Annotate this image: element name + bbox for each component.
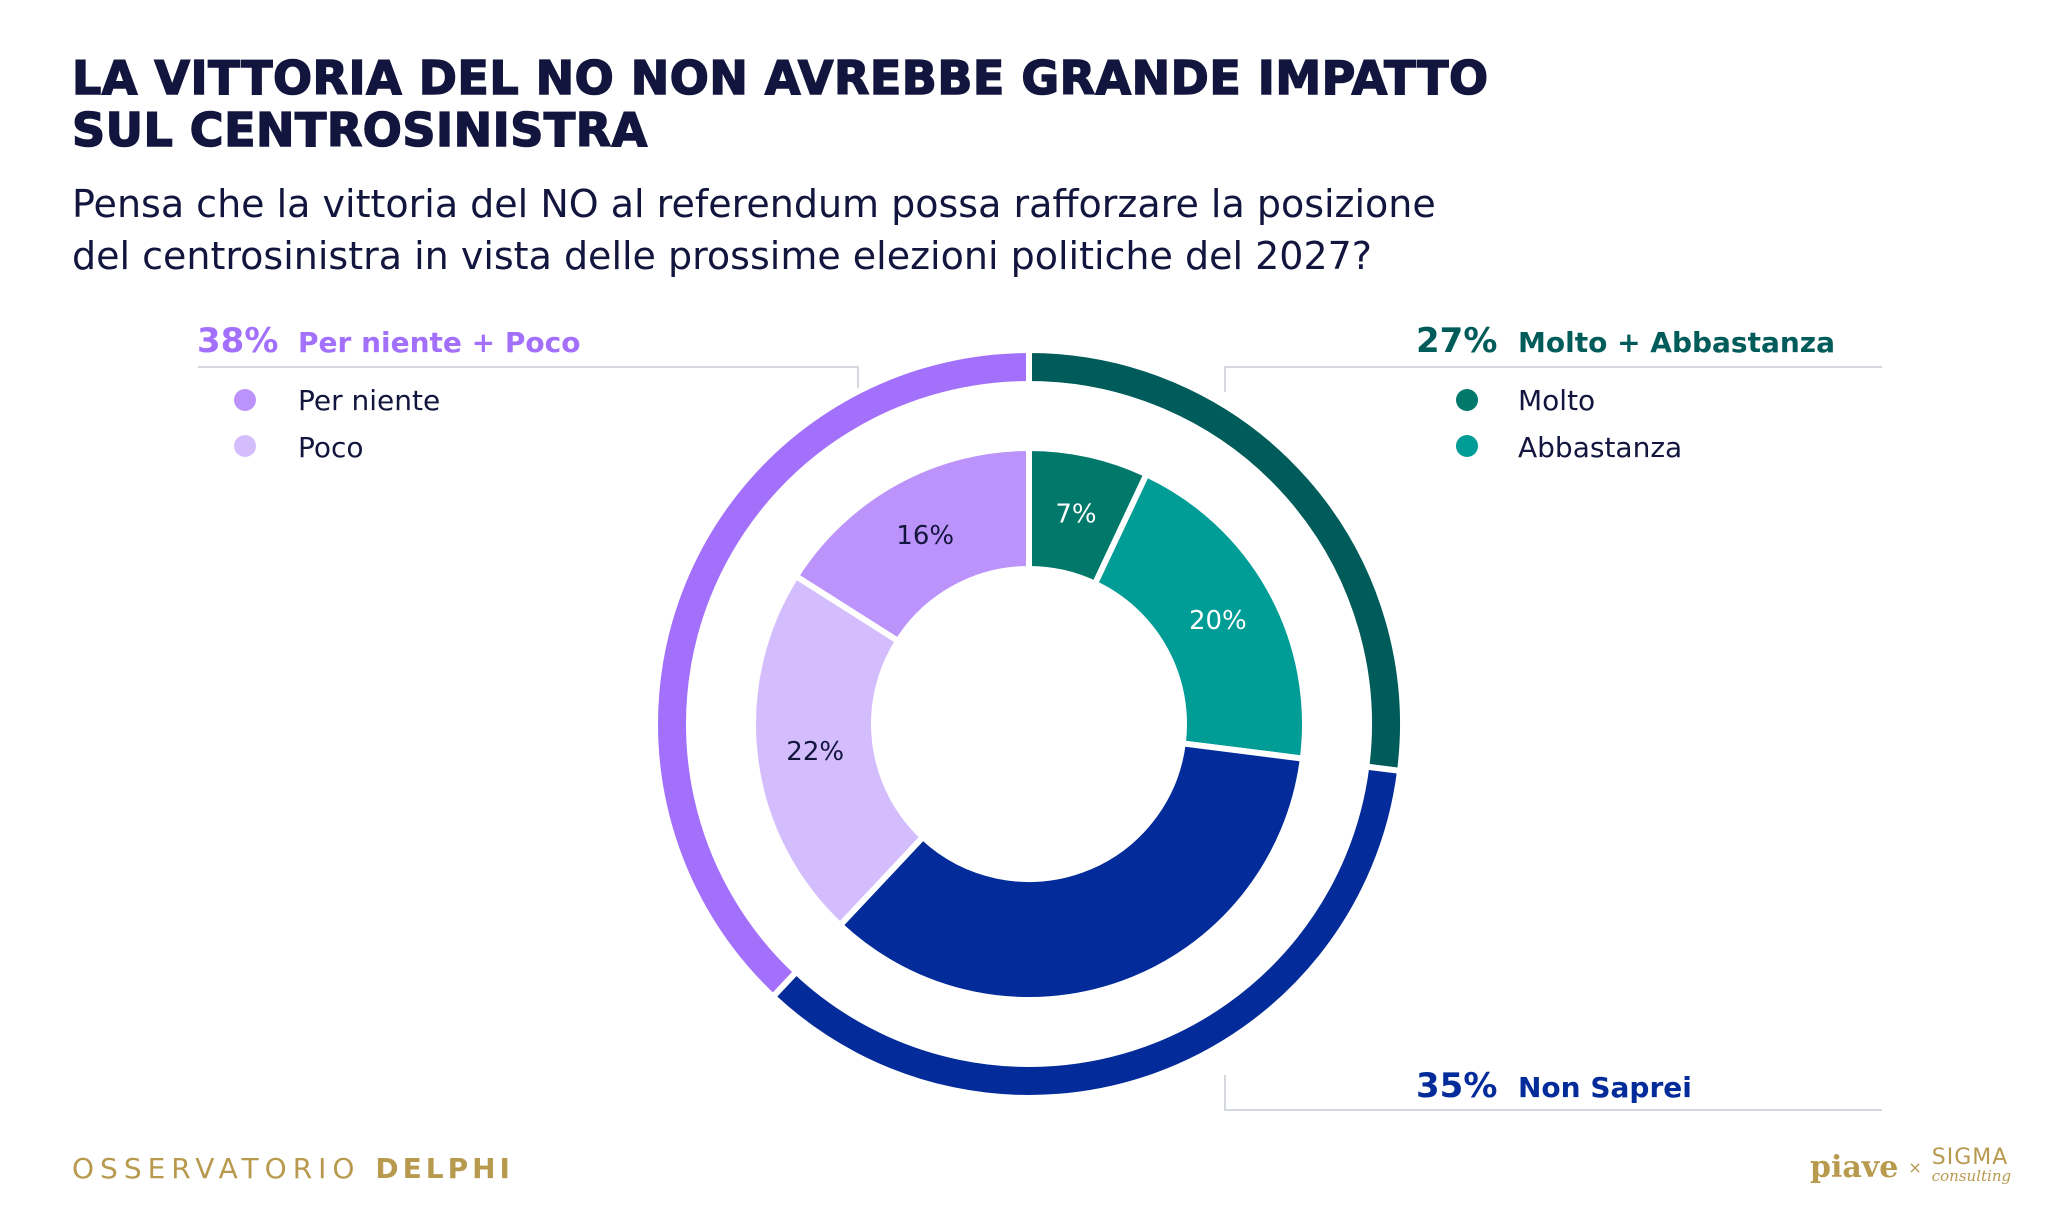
page-title: LA VITTORIA DEL NO NON AVREBBE GRANDE IM…	[71, 51, 1489, 157]
consulting-text: consulting	[1931, 1167, 2012, 1185]
data-label-molto: 7%	[1055, 500, 1096, 530]
osservatorio-delphi-logo: OSSERVATORIO DELPHI	[72, 1152, 514, 1185]
legend-item-molto: Molto	[1518, 384, 1595, 417]
data-label-per-niente: 16%	[896, 521, 954, 551]
inner-ring	[750, 444, 1308, 1003]
legend-dot-abbastanza	[1456, 435, 1478, 457]
legend-item-poco: Poco	[298, 431, 364, 464]
piave-sigma-logo: piave × SIGMA consulting	[1810, 1145, 2012, 1186]
sigma-consulting-logo: SIGMA consulting	[1931, 1145, 2012, 1186]
legend-item-per-niente: Per niente	[298, 384, 440, 417]
legend-line-bottom	[1224, 1075, 1882, 1111]
legend-bottom-pct: 35%	[1416, 1066, 1497, 1106]
logo-text-light: OSSERVATORIO	[72, 1152, 361, 1185]
title-line: SUL CENTROSINISTRA	[71, 103, 648, 157]
legend-left: 38% Per niente + Poco Per niente Poco	[197, 321, 580, 464]
piave-logo: piave	[1810, 1149, 1899, 1185]
sigma-text: SIGMA	[1931, 1145, 2009, 1170]
inner-slice-non-saprei	[835, 740, 1307, 1003]
legend-right: 27% Molto + Abbastanza Molto Abbastanza	[1416, 321, 1835, 464]
legend-left-pct: 38%	[197, 321, 278, 361]
legend-right-title: Molto + Abbastanza	[1518, 326, 1835, 359]
legend-dot-molto	[1456, 389, 1478, 411]
logo-text-bold: DELPHI	[375, 1152, 514, 1185]
inner-slice-poco	[750, 571, 928, 930]
outer-ring	[652, 346, 1406, 1101]
legend-right-pct: 27%	[1416, 321, 1497, 361]
page-subtitle: Pensa che la vittoria del NO al referend…	[72, 178, 1436, 282]
legend-dot-per-niente	[234, 389, 256, 411]
title-line: LA VITTORIA DEL NO NON AVREBBE GRANDE IM…	[71, 51, 1489, 105]
legend-line-left	[198, 366, 859, 392]
legend-left-title: Per niente + Poco	[298, 326, 580, 359]
legend-item-abbastanza: Abbastanza	[1518, 431, 1682, 464]
data-label-abbastanza: 20%	[1189, 606, 1247, 636]
legend-connector-lines	[198, 366, 1882, 1111]
legend-bottom-title: Non Saprei	[1518, 1071, 1692, 1104]
subtitle-line: del centrosinistra in vista delle prossi…	[72, 234, 1372, 278]
subtitle-line: Pensa che la vittoria del NO al referend…	[72, 182, 1436, 226]
legend-line-right	[1224, 366, 1882, 392]
outer-slice-per-niente-poco	[652, 346, 1032, 1001]
legend-bottom: 35% Non Saprei	[1416, 1066, 1692, 1106]
inner-slice-per-niente	[791, 444, 1032, 646]
legend-dot-poco	[234, 435, 256, 457]
logo-separator: ×	[1908, 1157, 1922, 1177]
inner-slice-abbastanza	[1091, 470, 1308, 762]
inner-labels: 7% 20% 22% 16%	[786, 500, 1246, 767]
data-label-poco: 22%	[786, 737, 844, 767]
